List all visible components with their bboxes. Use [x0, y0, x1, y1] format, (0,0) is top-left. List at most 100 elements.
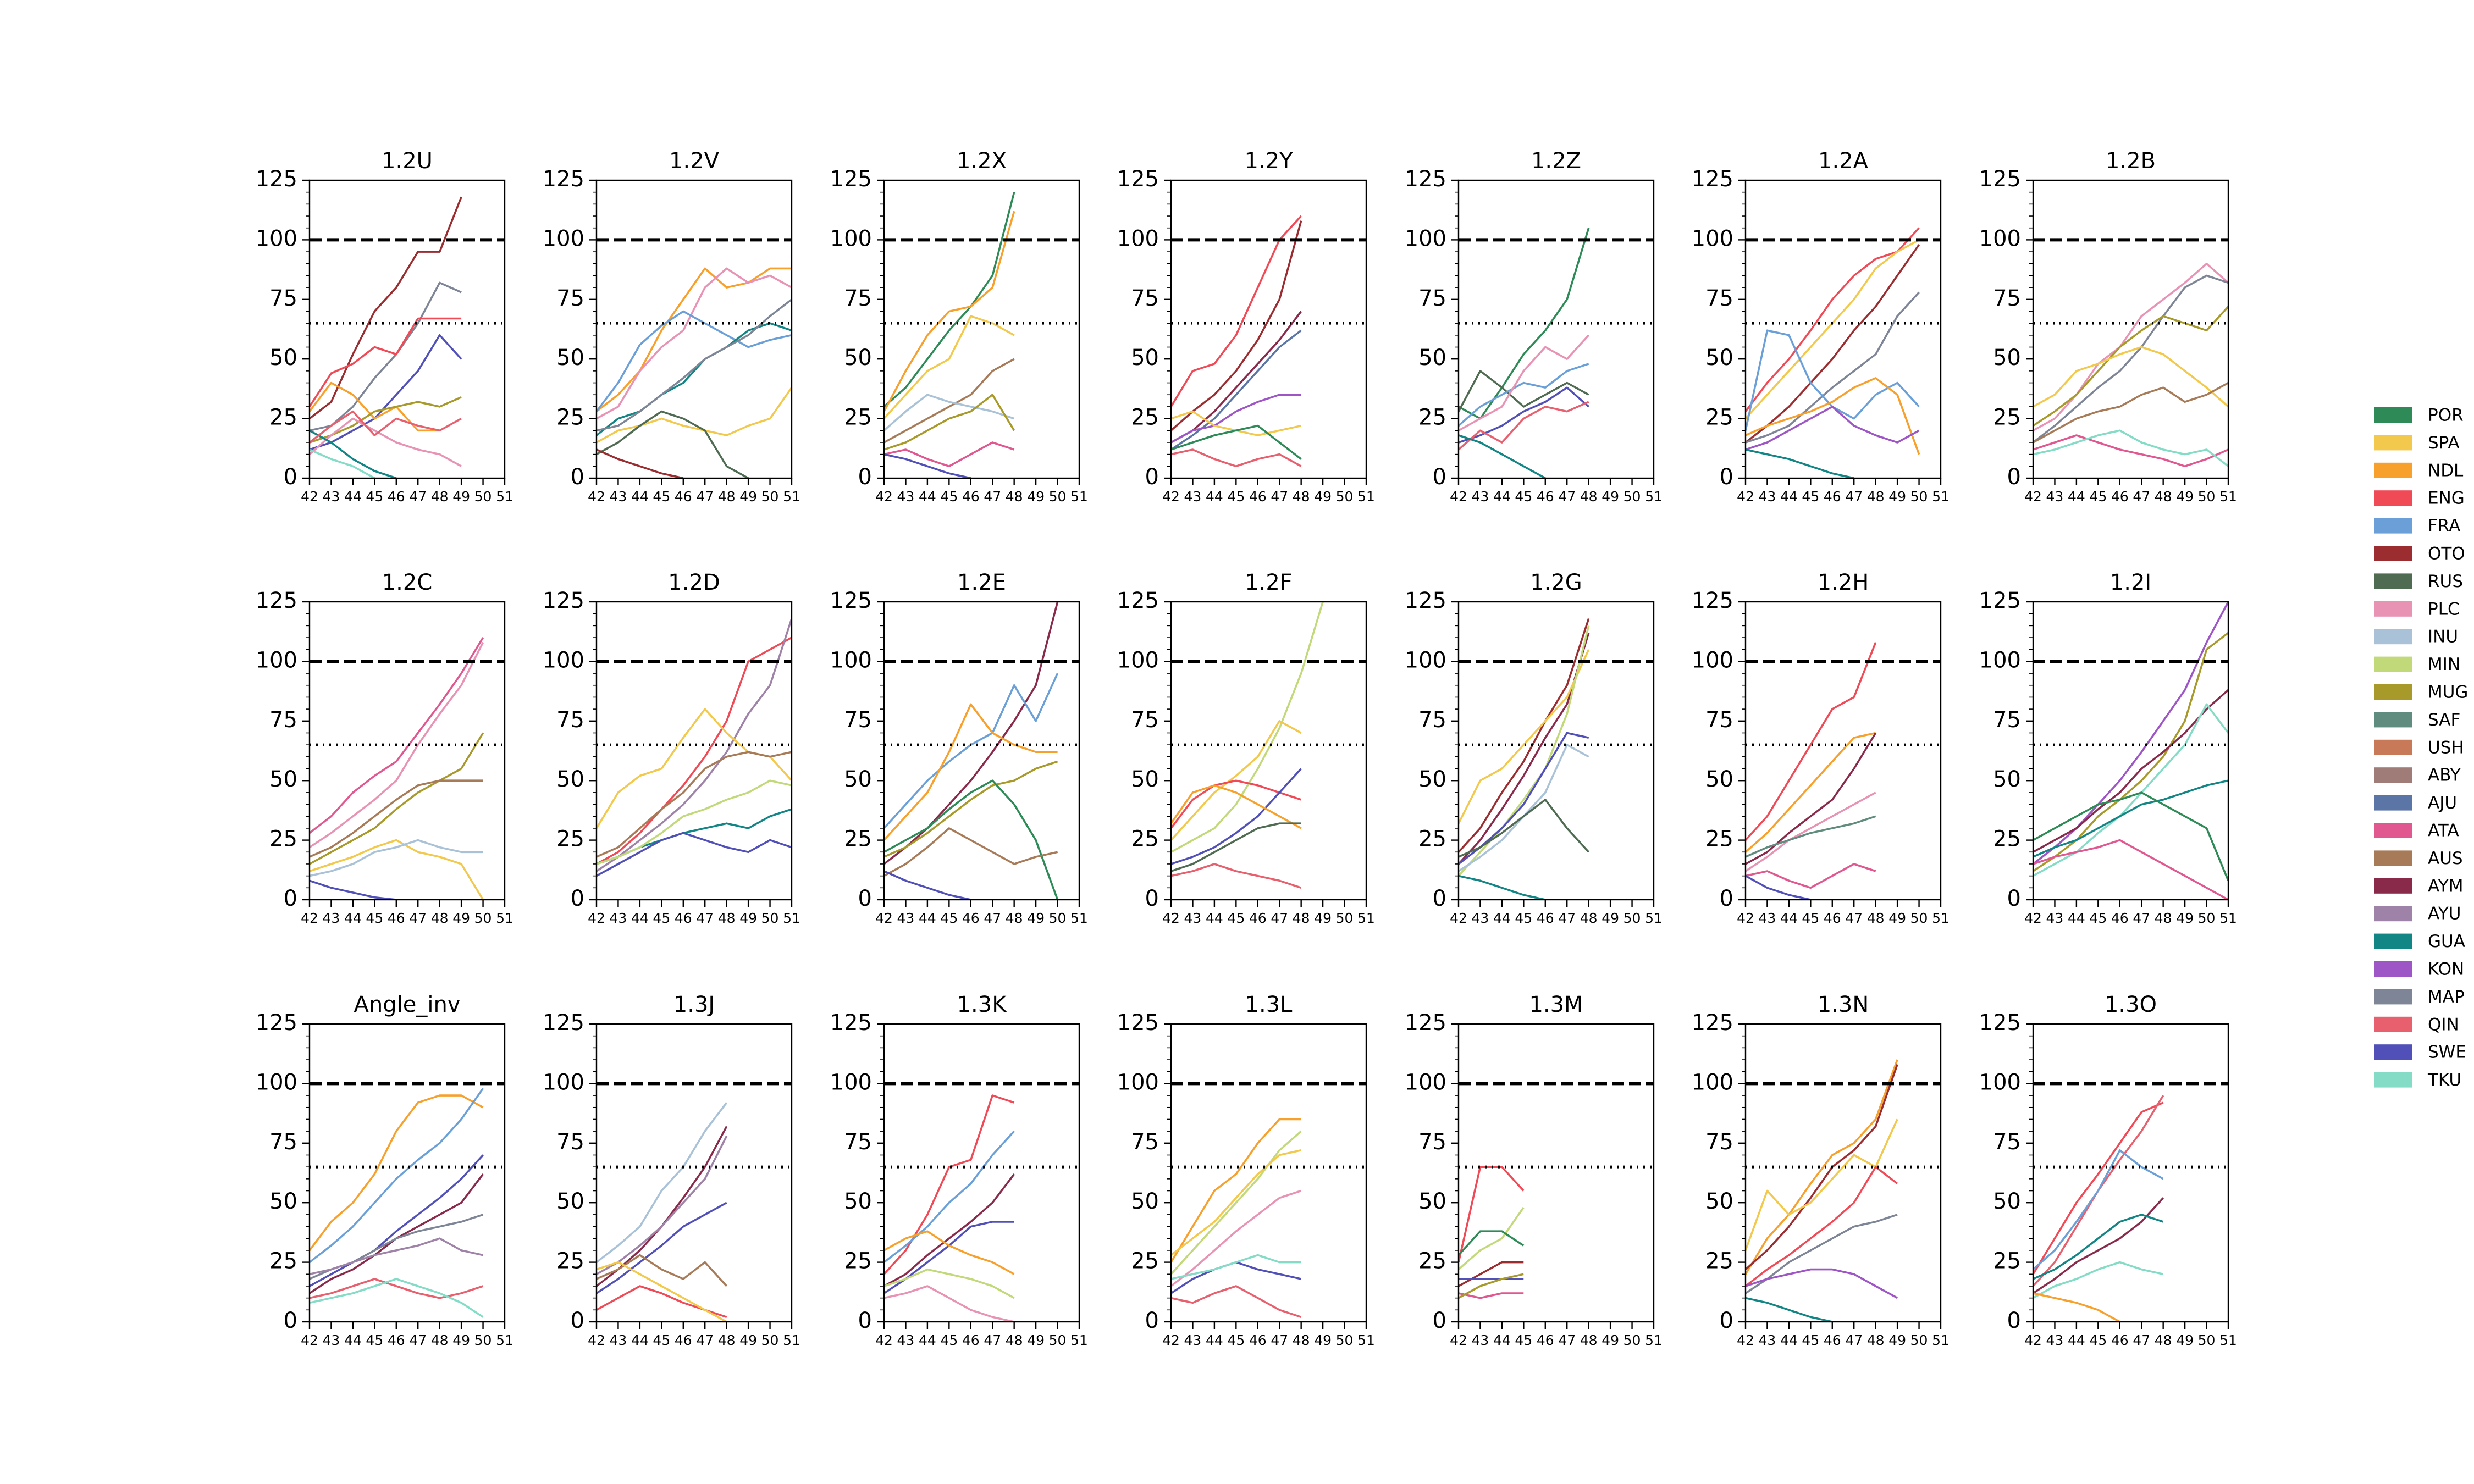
series-line-gua: [1459, 434, 1546, 478]
legend-swatch: [2374, 739, 2412, 755]
x-tick-label: 51: [783, 1332, 800, 1348]
x-tick-label: 43: [1184, 1332, 1202, 1348]
x-tick-label: 43: [1472, 1332, 1489, 1348]
x-tick-label: 50: [474, 1332, 492, 1348]
x-tick-label: 50: [1623, 910, 1641, 926]
x-tick-label: 47: [696, 489, 714, 505]
series-line-oto: [1746, 244, 1920, 444]
x-tick-label: 42: [1737, 910, 1754, 926]
axes-frame: [595, 601, 793, 901]
series-line-ayu: [310, 1237, 483, 1276]
x-tick-label: 45: [653, 1332, 670, 1348]
legend-label: TKU: [2427, 1070, 2461, 1090]
legend-item-aus: AUS: [2374, 849, 2463, 868]
series-line-map: [2033, 274, 2228, 444]
x-tick-label: 42: [1737, 1332, 1754, 1348]
y-tick-label: 0: [1433, 886, 1446, 911]
x-tick-label: 51: [1357, 489, 1375, 505]
y-tick-label: 0: [2007, 886, 2021, 911]
legend-swatch: [2374, 407, 2412, 423]
y-tick-label: 75: [1705, 1129, 1733, 1155]
series-line-aus: [884, 827, 1058, 877]
x-tick-label: 44: [1493, 910, 1511, 926]
series-line-por: [884, 779, 1059, 900]
y-tick-label: 50: [844, 1189, 872, 1214]
series-group: [884, 1094, 1015, 1322]
y-tick-label: 0: [284, 886, 297, 911]
y-tick-label: 75: [844, 286, 872, 311]
series-line-eng: [884, 1094, 1015, 1275]
legend-label: SPA: [2428, 433, 2460, 453]
legend-swatch: [2374, 656, 2412, 672]
series-line-plc: [310, 641, 484, 849]
x-tick-label: 43: [1472, 489, 1489, 505]
x-tick-label: 43: [1472, 910, 1489, 926]
x-tick-label: 46: [1824, 1332, 1841, 1348]
x-tick-label: 50: [1910, 910, 1928, 926]
x-tick-label: 43: [323, 910, 340, 926]
axes-frame: [1170, 1023, 1367, 1323]
x-tick-label: 44: [2068, 489, 2085, 505]
legend-item-ush: USH: [2374, 738, 2464, 757]
legend-label: ENG: [2428, 489, 2465, 508]
y-tick-label: 75: [1993, 1129, 2021, 1155]
series-line-ata: [884, 441, 1015, 468]
x-tick-label: 51: [1932, 1332, 1950, 1348]
x-tick-label: 43: [1184, 910, 1202, 926]
x-tick-label: 44: [919, 1332, 936, 1348]
x-tick-label: 49: [739, 489, 757, 505]
x-tick-label: 44: [1493, 489, 1511, 505]
y-tick-label: 50: [1131, 345, 1159, 370]
series-line-ata: [1746, 863, 1876, 889]
x-tick-label: 50: [1623, 489, 1641, 505]
x-tick-label: 47: [696, 910, 714, 926]
x-tick-label: 45: [1515, 1332, 1532, 1348]
series-line-spa: [597, 387, 792, 444]
x-tick-label: 43: [323, 1332, 340, 1348]
series-line-eng: [310, 317, 462, 407]
x-tick-label: 45: [1515, 910, 1532, 926]
series-line-ndl: [1746, 1059, 1898, 1275]
y-tick-label: 0: [1145, 1308, 1159, 1333]
legend-swatch: [2374, 933, 2412, 949]
x-tick-label: 45: [366, 910, 383, 926]
y-tick-label: 25: [1705, 1249, 1733, 1274]
x-tick-label: 47: [1845, 489, 1863, 505]
x-tick-label: 47: [2133, 910, 2150, 926]
x-tick-label: 43: [2046, 489, 2064, 505]
y-tick-label: 50: [1993, 767, 2021, 792]
y-tick-label: 100: [830, 226, 872, 251]
x-tick-label: 48: [1580, 910, 1598, 926]
x-tick-label: 47: [1271, 489, 1288, 505]
legend-label: SWE: [2428, 1043, 2466, 1062]
legend-item-qin: QIN: [2374, 1015, 2459, 1034]
y-tick-label: 75: [1418, 707, 1446, 733]
x-tick-label: 49: [1888, 489, 1906, 505]
legend-item-ayu: AYU: [2374, 904, 2461, 924]
series-line-aus: [597, 1254, 728, 1287]
legend-item-gua: GUA: [2374, 932, 2465, 951]
series-line-spa: [1746, 1118, 1898, 1251]
series-line-inu: [884, 394, 1015, 431]
legend-label: ABY: [2428, 766, 2461, 785]
x-tick-label: 46: [388, 489, 405, 505]
series-line-swe: [884, 870, 971, 900]
x-tick-label: 47: [1558, 1332, 1576, 1348]
y-tick-label: 0: [1145, 886, 1159, 911]
series-line-inu: [597, 1102, 728, 1264]
x-tick-label: 45: [1227, 910, 1245, 926]
x-tick-label: 49: [452, 489, 470, 505]
y-tick-label: 25: [1993, 1249, 2021, 1274]
x-tick-label: 47: [1558, 910, 1576, 926]
x-tick-label: 44: [631, 489, 649, 505]
y-tick-label: 100: [830, 647, 872, 673]
y-tick-label: 50: [1131, 767, 1159, 792]
y-tick-label: 50: [844, 345, 872, 370]
series-line-eng: [1459, 1166, 1525, 1262]
series-group: [1171, 602, 1324, 889]
x-tick-label: 49: [1314, 489, 1332, 505]
y-tick-label: 50: [1705, 345, 1733, 370]
